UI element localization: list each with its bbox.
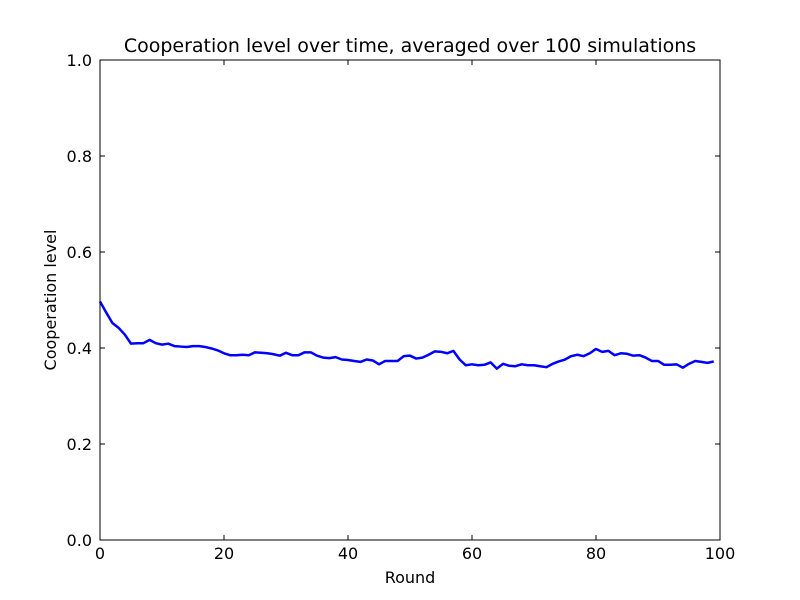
series-line-0	[98, 300, 715, 370]
x-tick-label: 100	[705, 544, 736, 563]
x-tick-label: 80	[586, 544, 606, 563]
y-tick-label: 0.4	[67, 339, 92, 358]
y-tick-label: 0.8	[67, 147, 92, 166]
y-tick-label: 1.0	[67, 51, 92, 70]
y-tick-label: 0.6	[67, 243, 92, 262]
y-tick-label: 0.0	[67, 531, 92, 550]
chart-title: Cooperation level over time, averaged ov…	[124, 35, 696, 57]
plot-frame	[99, 59, 721, 541]
x-tick-label: 20	[214, 544, 234, 563]
y-tick-label: 0.2	[67, 435, 92, 454]
y-axis-title: Cooperation level	[41, 230, 60, 371]
x-tick-label: 40	[338, 544, 358, 563]
x-tick-label: 60	[462, 544, 482, 563]
x-tick-label: 0	[95, 544, 105, 563]
x-axis-title: Round	[385, 568, 436, 587]
